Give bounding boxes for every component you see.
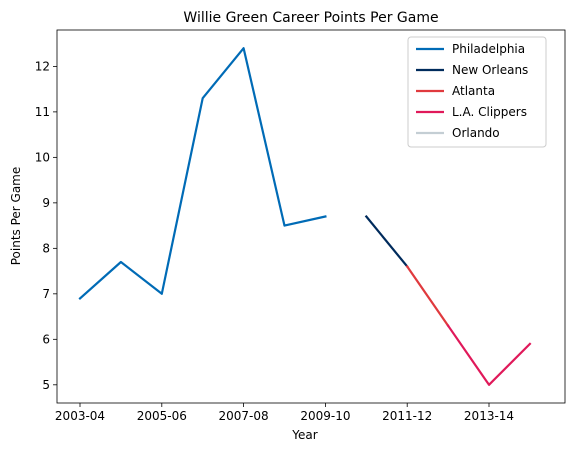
x-tick-label: 2009-10 [300, 409, 350, 423]
x-tick-label: 2003-04 [55, 409, 105, 423]
legend-label-orlando: Orlando [452, 126, 500, 140]
y-tick-label: 7 [42, 287, 50, 301]
legend-label-philadelphia: Philadelphia [452, 42, 525, 56]
x-tick-label: 2013-14 [464, 409, 514, 423]
x-axis-label: Year [291, 428, 317, 442]
x-tick-label: 2007-08 [219, 409, 269, 423]
x-tick-label: 2005-06 [137, 409, 187, 423]
y-tick-label: 5 [42, 378, 50, 392]
y-axis-label: Points Per Game [9, 167, 23, 266]
y-tick-label: 11 [35, 105, 50, 119]
y-tick-label: 9 [42, 196, 50, 210]
legend-label-new-orleans: New Orleans [452, 63, 528, 77]
y-tick-label: 12 [35, 59, 50, 73]
y-tick-label: 8 [42, 241, 50, 255]
y-tick-label: 6 [42, 332, 50, 346]
chart-title: Willie Green Career Points Per Game [183, 10, 438, 26]
legend-label-l-a-clippers: L.A. Clippers [452, 105, 527, 119]
legend-label-atlanta: Atlanta [452, 84, 495, 98]
legend: Philadelphia New Orleans Atlanta L.A. Clipp… [408, 37, 546, 147]
x-tick-label: 2011-12 [382, 409, 432, 423]
y-tick-label: 10 [35, 150, 50, 164]
